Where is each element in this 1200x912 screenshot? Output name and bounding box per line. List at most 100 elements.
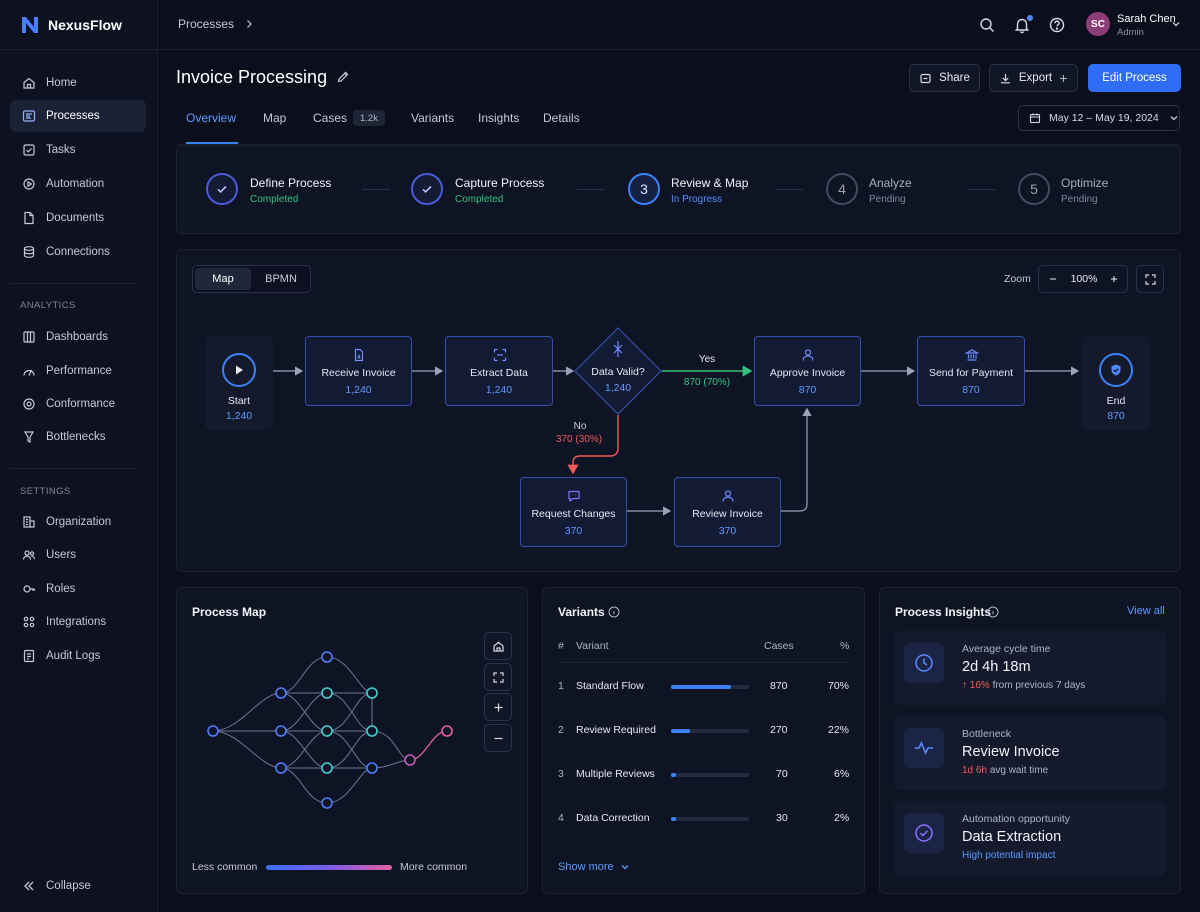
- sidebar-item-organization[interactable]: Organization: [10, 506, 146, 538]
- zoom-in-button[interactable]: [1107, 272, 1121, 286]
- insight-value: Review Invoice: [962, 744, 1060, 760]
- step-1-title: Define Process: [250, 176, 332, 190]
- insight-icon-box: [904, 728, 944, 768]
- tab-details[interactable]: Details: [543, 111, 580, 125]
- flow-node-receive-invoice[interactable]: Receive Invoice 1,240: [305, 336, 412, 406]
- bell-icon[interactable]: [1013, 16, 1031, 34]
- variants-panel: [542, 587, 865, 894]
- sidebar-item-home[interactable]: Home: [10, 67, 146, 99]
- tab-variants[interactable]: Variants: [411, 111, 455, 125]
- flow-node-end[interactable]: End 870: [1082, 336, 1150, 430]
- sidebar-item-connections[interactable]: Connections: [10, 236, 146, 268]
- sidebar-item-roles[interactable]: Roles: [10, 573, 146, 605]
- tab-insights[interactable]: Insights: [478, 111, 520, 125]
- step-2-title: Capture Process: [455, 176, 545, 190]
- flow-node-send-for-payment[interactable]: Send for Payment 870: [917, 336, 1025, 406]
- node-value: 1,240: [225, 410, 253, 422]
- step-connector: [968, 189, 996, 190]
- decision-label: Data Valid?: [591, 366, 645, 378]
- chevron-right-icon: [247, 20, 252, 28]
- map-zoom-in-button[interactable]: [484, 693, 512, 721]
- frequency-legend-bar: [266, 865, 392, 870]
- tab-overview[interactable]: Overview: [186, 111, 237, 125]
- sidebar-item-label: Conformance: [46, 398, 116, 410]
- node-value: 1,240: [345, 384, 372, 396]
- view-all-insights-link[interactable]: View all: [1127, 605, 1165, 617]
- view-map-button[interactable]: Map: [195, 268, 251, 290]
- chevron-down-icon[interactable]: [1171, 19, 1181, 29]
- help-icon[interactable]: [1048, 16, 1066, 34]
- dashboards-icon: [23, 331, 35, 343]
- sidebar-item-documents[interactable]: Documents: [10, 202, 146, 234]
- flow-node-approve-invoice[interactable]: Approve Invoice 870: [754, 336, 861, 406]
- step-2-circle[interactable]: [411, 173, 443, 205]
- step-3-circle[interactable]: 3: [628, 173, 660, 205]
- avatar[interactable]: SC: [1086, 12, 1110, 36]
- variant-share-track: [671, 817, 749, 821]
- info-icon[interactable]: [608, 606, 620, 618]
- insight-card-automation[interactable]: Automation opportunity Data Extraction H…: [894, 801, 1166, 875]
- sidebar-item-integrations[interactable]: Integrations: [10, 606, 146, 638]
- sidebar-item-bottlenecks[interactable]: Bottlenecks: [10, 421, 146, 453]
- map-fit-button[interactable]: [484, 663, 512, 691]
- show-more-variants-button[interactable]: Show more: [558, 861, 630, 873]
- step-1-circle[interactable]: [206, 173, 238, 205]
- share-button[interactable]: Share: [909, 64, 980, 92]
- map-home-button[interactable]: [484, 632, 512, 660]
- edit-process-button[interactable]: Edit Process: [1088, 64, 1181, 92]
- plus-icon: [1111, 276, 1117, 282]
- sidebar-item-conformance[interactable]: Conformance: [10, 388, 146, 420]
- variant-share-bar: [671, 817, 676, 821]
- breadcrumb-processes[interactable]: Processes: [178, 17, 235, 31]
- sidebar-item-dashboards[interactable]: Dashboards: [10, 321, 146, 353]
- step-2-status: Completed: [455, 194, 504, 205]
- search-icon[interactable]: [978, 16, 996, 34]
- zoom-out-button[interactable]: [1046, 272, 1060, 286]
- insight-card-cycle-time[interactable]: Average cycle time 2d 4h 18m ↑ 16% from …: [894, 631, 1166, 705]
- check-circle-icon: [915, 824, 933, 842]
- sidebar-item-label: Automation: [46, 178, 105, 190]
- view-toggle: Map BPMN: [192, 265, 311, 293]
- sidebar-item-label: Roles: [46, 583, 76, 595]
- flow-node-start[interactable]: Start 1,240: [205, 336, 273, 430]
- step-5-circle[interactable]: 5: [1018, 173, 1050, 205]
- tab-map[interactable]: Map: [263, 111, 287, 125]
- info-icon[interactable]: [987, 606, 999, 618]
- process-map-graph[interactable]: [200, 645, 462, 815]
- clock-icon: [915, 654, 933, 672]
- step-connector: [775, 189, 803, 190]
- sidebar-item-automation[interactable]: Automation: [10, 168, 146, 200]
- cases-count-badge: 1.2k: [353, 110, 385, 126]
- sidebar-item-processes[interactable]: Processes: [10, 100, 146, 132]
- sidebar-item-users[interactable]: Users: [10, 539, 146, 571]
- step-4-circle[interactable]: 4: [826, 173, 858, 205]
- step-connector: [577, 189, 605, 190]
- export-button[interactable]: Export: [989, 64, 1078, 92]
- minus-icon: [494, 737, 502, 739]
- map-zoom-out-button[interactable]: [484, 724, 512, 752]
- sidebar-item-audit-logs[interactable]: Audit Logs: [10, 640, 146, 672]
- home-icon: [492, 641, 504, 652]
- sidebar-item-tasks[interactable]: Tasks: [10, 134, 146, 166]
- tab-cases[interactable]: Cases: [313, 111, 348, 125]
- sidebar-item-performance[interactable]: Performance: [10, 355, 146, 387]
- insight-icon-box: [904, 813, 944, 853]
- variant-name: Standard Flow: [576, 680, 644, 692]
- pencil-icon[interactable]: [336, 70, 350, 84]
- flow-node-data-valid-diamond[interactable]: [574, 327, 662, 415]
- collapse-sidebar-button[interactable]: Collapse: [10, 870, 146, 902]
- flow-node-request-changes[interactable]: Request Changes 370: [520, 477, 627, 547]
- variant-percent: 22%: [828, 724, 850, 736]
- date-range-picker[interactable]: May 12 – May 19, 2024: [1018, 105, 1180, 131]
- insight-label: Automation opportunity: [962, 813, 1070, 825]
- insight-card-bottleneck[interactable]: Bottleneck Review Invoice 1d 6h avg wait…: [894, 716, 1166, 790]
- fullscreen-button[interactable]: [1136, 265, 1164, 293]
- user-name[interactable]: Sarah Chen: [1117, 13, 1176, 25]
- brand[interactable]: NexusFlow: [20, 14, 122, 36]
- view-bpmn-button[interactable]: BPMN: [265, 273, 297, 285]
- node-label: Review Invoice: [692, 508, 763, 520]
- flow-node-extract-data[interactable]: Extract Data 1,240: [445, 336, 553, 406]
- flow-node-review-invoice[interactable]: Review Invoice 370: [674, 477, 781, 547]
- insight-impact-link[interactable]: High potential impact: [962, 850, 1056, 861]
- variant-share-track: [671, 729, 749, 733]
